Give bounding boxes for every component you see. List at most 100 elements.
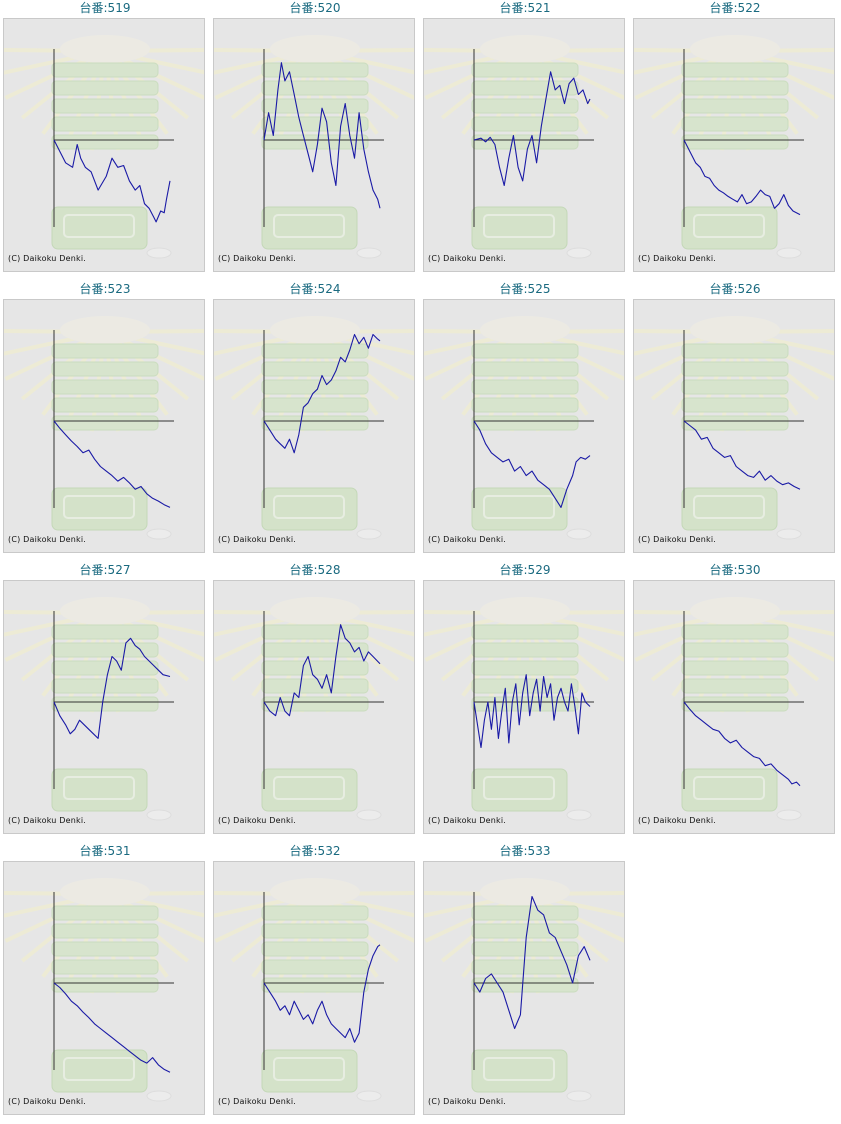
watermark-machine-image	[424, 878, 624, 1102]
machine-chart-card: 台番:524 (C) Daikoku Denki.	[210, 281, 420, 562]
machine-chart-card: 台番:520 (C) Daikoku Denki.	[210, 0, 420, 281]
copyright-text: (C) Daikoku Denki.	[218, 816, 297, 825]
chart-plot	[214, 316, 414, 540]
chart-panel: (C) Daikoku Denki.	[213, 861, 415, 1115]
chart-plot	[4, 878, 204, 1102]
data-series-line	[53, 982, 171, 1073]
watermark-machine-image	[424, 316, 624, 540]
chart-plot	[214, 597, 414, 821]
data-series-line	[53, 637, 171, 739]
copyright-text: (C) Daikoku Denki.	[8, 254, 87, 263]
chart-title: 台番:523	[79, 282, 131, 296]
machine-chart-card: 台番:526 (C) Daikoku Denki.	[630, 281, 840, 562]
watermark-machine-image	[634, 316, 834, 540]
chart-title: 台番:520	[289, 1, 341, 15]
data-series-line	[263, 624, 381, 717]
machine-chart-card: 台番:531 (C) Daikoku Denki.	[0, 843, 210, 1124]
copyright-text: (C) Daikoku Denki.	[218, 254, 297, 263]
machine-chart-card: 台番:529 (C) Daikoku Denki.	[420, 562, 630, 843]
chart-plot	[424, 35, 624, 259]
machine-chart-card: 台番:527 (C) Daikoku Denki.	[0, 562, 210, 843]
watermark-machine-image	[214, 878, 414, 1102]
chart-title: 台番:531	[79, 844, 131, 858]
chart-plot	[634, 597, 834, 821]
data-series-line	[473, 71, 591, 187]
data-series-line	[473, 420, 591, 508]
chart-plot	[4, 597, 204, 821]
chart-panel: (C) Daikoku Denki.	[633, 299, 835, 553]
data-series-line	[53, 420, 171, 508]
chart-plot	[424, 316, 624, 540]
watermark-machine-image	[634, 35, 834, 259]
machine-chart-card: 台番:523 (C) Daikoku Denki.	[0, 281, 210, 562]
chart-plot	[424, 878, 624, 1102]
chart-panel: (C) Daikoku Denki.	[423, 580, 625, 834]
watermark-machine-image	[4, 35, 204, 259]
chart-panel: (C) Daikoku Denki.	[3, 299, 205, 553]
copyright-text: (C) Daikoku Denki.	[638, 816, 717, 825]
data-series-line	[473, 895, 591, 1030]
copyright-text: (C) Daikoku Denki.	[428, 816, 507, 825]
chart-title: 台番:525	[499, 282, 551, 296]
watermark-machine-image	[214, 316, 414, 540]
chart-plot	[214, 878, 414, 1102]
data-series-line	[683, 701, 801, 787]
copyright-text: (C) Daikoku Denki.	[638, 535, 717, 544]
data-series-line	[473, 674, 591, 749]
chart-panel: (C) Daikoku Denki.	[213, 18, 415, 272]
chart-title: 台番:529	[499, 563, 551, 577]
chart-title: 台番:533	[499, 844, 551, 858]
machine-chart-card: 台番:521 (C) Daikoku Denki.	[420, 0, 630, 281]
watermark-machine-image	[4, 878, 204, 1102]
chart-title: 台番:521	[499, 1, 551, 15]
copyright-text: (C) Daikoku Denki.	[218, 535, 297, 544]
chart-plot	[634, 316, 834, 540]
chart-title: 台番:528	[289, 563, 341, 577]
chart-title: 台番:522	[709, 1, 761, 15]
machine-chart-card: 台番:530 (C) Daikoku Denki.	[630, 562, 840, 843]
chart-panel: (C) Daikoku Denki.	[423, 18, 625, 272]
watermark-machine-image	[634, 597, 834, 821]
chart-title: 台番:519	[79, 1, 131, 15]
chart-panel: (C) Daikoku Denki.	[423, 861, 625, 1115]
chart-plot	[634, 35, 834, 259]
chart-title: 台番:524	[289, 282, 341, 296]
chart-plot	[4, 316, 204, 540]
data-series-line	[263, 62, 381, 209]
copyright-text: (C) Daikoku Denki.	[428, 254, 507, 263]
copyright-text: (C) Daikoku Denki.	[638, 254, 717, 263]
copyright-text: (C) Daikoku Denki.	[218, 1097, 297, 1106]
chart-plot	[424, 597, 624, 821]
watermark-machine-image	[424, 35, 624, 259]
chart-title: 台番:532	[289, 844, 341, 858]
watermark-machine-image	[424, 597, 624, 821]
chart-panel: (C) Daikoku Denki.	[213, 299, 415, 553]
chart-panel: (C) Daikoku Denki.	[633, 580, 835, 834]
chart-plot	[214, 35, 414, 259]
copyright-text: (C) Daikoku Denki.	[8, 1097, 87, 1106]
data-series-line	[683, 139, 801, 216]
copyright-text: (C) Daikoku Denki.	[8, 535, 87, 544]
machine-chart-card: 台番:522 (C) Daikoku Denki.	[630, 0, 840, 281]
chart-panel: (C) Daikoku Denki.	[213, 580, 415, 834]
copyright-text: (C) Daikoku Denki.	[8, 816, 87, 825]
copyright-text: (C) Daikoku Denki.	[428, 1097, 507, 1106]
copyright-text: (C) Daikoku Denki.	[428, 535, 507, 544]
chart-title: 台番:530	[709, 563, 761, 577]
machine-chart-card: 台番:533 (C) Daikoku Denki.	[420, 843, 630, 1124]
chart-plot	[4, 35, 204, 259]
chart-panel: (C) Daikoku Denki.	[423, 299, 625, 553]
machine-chart-card: 台番:532 (C) Daikoku Denki.	[210, 843, 420, 1124]
watermark-machine-image	[214, 35, 414, 259]
machine-chart-card: 台番:525 (C) Daikoku Denki.	[420, 281, 630, 562]
data-series-line	[683, 420, 801, 490]
chart-panel: (C) Daikoku Denki.	[3, 18, 205, 272]
watermark-machine-image	[214, 597, 414, 821]
chart-panel: (C) Daikoku Denki.	[3, 580, 205, 834]
chart-panel: (C) Daikoku Denki.	[633, 18, 835, 272]
data-series-line	[263, 333, 381, 454]
chart-panel: (C) Daikoku Denki.	[3, 861, 205, 1115]
machine-chart-card: 台番:528 (C) Daikoku Denki.	[210, 562, 420, 843]
data-series-line	[53, 139, 171, 223]
